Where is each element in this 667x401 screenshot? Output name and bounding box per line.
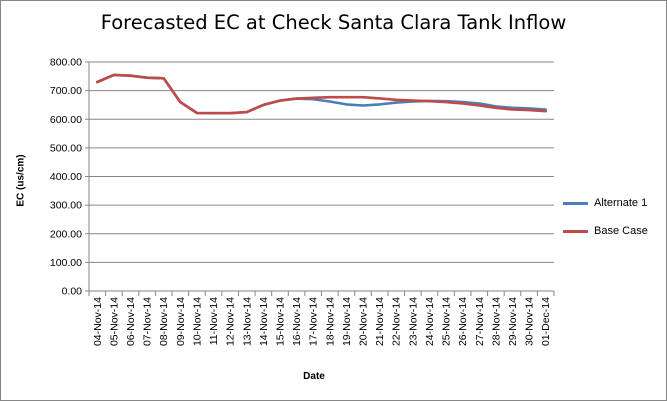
x-tick-label: 12-Nov-14 <box>225 297 237 346</box>
x-tick-label: 14-Nov-14 <box>258 297 270 346</box>
x-tick-label: 05-Nov-14 <box>108 297 120 346</box>
y-tick-label: 600.00 <box>50 114 82 126</box>
x-tick-label: 30-Nov-14 <box>524 297 536 346</box>
x-tick-label: 15-Nov-14 <box>274 297 286 346</box>
x-tick-label: 16-Nov-14 <box>291 297 303 346</box>
y-tick-label: 400.00 <box>50 171 82 183</box>
x-tick-label: 20-Nov-14 <box>358 297 370 346</box>
legend-item: Alternate 1 <box>563 189 648 217</box>
x-tick-label: 21-Nov-14 <box>374 297 386 346</box>
y-tick-label: 300.00 <box>50 200 82 212</box>
legend-label: Base Case <box>594 225 648 237</box>
x-tick-label: 19-Nov-14 <box>341 297 353 346</box>
x-tick-label: 24-Nov-14 <box>424 297 436 346</box>
y-tick-label: 700.00 <box>50 85 82 97</box>
y-tick-label: 500.00 <box>50 142 82 154</box>
x-tick-label: 01-Dec-14 <box>540 297 552 346</box>
x-tick-label: 27-Nov-14 <box>474 297 486 346</box>
x-tick-label: 04-Nov-14 <box>92 297 104 346</box>
x-tick-label: 26-Nov-14 <box>457 297 469 346</box>
x-tick-label: 23-Nov-14 <box>407 297 419 346</box>
x-tick-label: 10-Nov-14 <box>191 297 203 346</box>
y-tick-label: 200.00 <box>50 228 82 240</box>
x-tick-label: 06-Nov-14 <box>125 297 137 346</box>
y-tick-label: 800.00 <box>50 57 82 69</box>
x-tick-label: 29-Nov-14 <box>507 297 519 346</box>
y-tick-label: 0.00 <box>62 286 83 298</box>
x-tick-label: 17-Nov-14 <box>308 297 320 346</box>
x-tick-label: 28-Nov-14 <box>490 297 502 346</box>
legend-item: Base Case <box>563 217 648 245</box>
x-tick-label: 08-Nov-14 <box>158 297 170 346</box>
x-tick-label: 09-Nov-14 <box>175 297 187 346</box>
x-tick-label: 13-Nov-14 <box>241 297 253 346</box>
legend-swatch <box>563 201 588 205</box>
x-tick-label: 22-Nov-14 <box>391 297 403 346</box>
x-tick-label: 11-Nov-14 <box>208 297 220 345</box>
y-tick-label: 100.00 <box>50 257 82 269</box>
series-line-2 <box>96 73 548 115</box>
x-tick-label: 07-Nov-14 <box>142 297 154 346</box>
legend: Alternate 1 Base Case <box>563 189 648 245</box>
x-axis-label: Date <box>303 371 325 382</box>
x-tick-label: 18-Nov-14 <box>324 297 336 346</box>
chart-title: Forecasted EC at Check Santa Clara Tank … <box>100 11 567 34</box>
y-axis-label: EC (us/cm) <box>15 154 27 207</box>
legend-swatch <box>563 229 588 233</box>
x-tick-label: 25-Nov-14 <box>441 297 453 346</box>
legend-label: Alternate 1 <box>594 197 648 209</box>
